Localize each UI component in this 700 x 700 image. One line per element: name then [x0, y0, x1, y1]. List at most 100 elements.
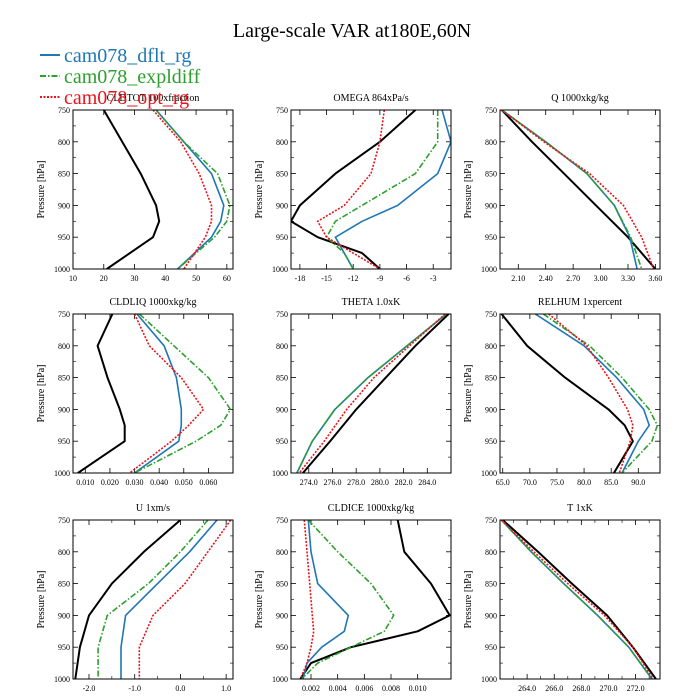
x-tick-label: 0.004 [329, 684, 347, 693]
control-line [74, 520, 182, 679]
y-tick-label: 950 [276, 643, 288, 652]
x-tick-label: 0.050 [175, 478, 193, 487]
control-line [500, 314, 634, 473]
plot-frame [72, 313, 234, 474]
opt-rg-line [298, 314, 446, 473]
y-tick-label: 950 [58, 643, 70, 652]
x-tick-label: 266.0 [545, 684, 563, 693]
panel-title: CLDICE 1000xkg/kg [328, 503, 414, 514]
y-tick-label: 750 [58, 516, 70, 525]
figure-title: Large-scale VAR at180E,60N [233, 20, 471, 42]
x-tick-label: 2.40 [539, 274, 553, 283]
expldiff-line [501, 110, 643, 269]
x-tick-label: 40 [161, 274, 169, 283]
y-tick-label: 750 [58, 310, 70, 319]
dflt-rg-line [334, 110, 451, 269]
y-tick-label: 950 [58, 233, 70, 242]
x-tick-label: 264.0 [518, 684, 536, 693]
y-tick-label: 900 [485, 611, 497, 620]
y-axis-label: Pressure [hPa] [36, 160, 47, 218]
y-tick-label: 900 [485, 201, 497, 210]
control-line [302, 314, 450, 473]
x-tick-label: 0.008 [382, 684, 400, 693]
x-tick-label: -2.0 [83, 684, 96, 693]
x-tick-label: 284.0 [418, 478, 436, 487]
control-line [502, 520, 657, 679]
y-tick-label: 950 [276, 437, 288, 446]
y-tick-label: 950 [485, 437, 497, 446]
x-tick-label: -3 [430, 274, 437, 283]
x-tick-label: -9 [377, 274, 384, 283]
series-group [299, 520, 451, 679]
chart-panel-9: T 1xK Pressure [hPa] 750 800 850 900 950 1000 26… [463, 503, 661, 693]
legend: cam078_dflt_rgcam078_expldiffcam078_opt_… [40, 45, 201, 109]
panel-title: CLDTOT 100xfraction [107, 93, 200, 104]
x-tick-label: 90.0 [631, 478, 645, 487]
chart-panel-5: THETA 1.0xK 750 800 850 900 950 1000 274.0 276.0… [272, 297, 452, 487]
panel-title: T 1xK [567, 503, 593, 514]
panel-title: Q 1000xkg/kg [551, 93, 609, 104]
expldiff-line [500, 520, 653, 679]
x-tick-label: 10 [69, 274, 77, 283]
control-line [299, 520, 451, 679]
opt-rg-line [548, 314, 634, 473]
y-tick-label: 1000 [272, 265, 288, 274]
x-tick-label: -12 [348, 274, 359, 283]
opt-rg-line [500, 520, 654, 679]
y-tick-label: 850 [58, 580, 70, 589]
chart-panel-7: U 1xm/s Pressure [hPa] 750 800 850 900 950 1000… [36, 503, 234, 693]
chart-panel-8: CLDICE 1000xkg/kg Pressure [hPa] 750 800 850… [254, 503, 452, 693]
opt-rg-line [129, 314, 205, 473]
expldiff-line [325, 110, 439, 269]
y-tick-label: 1000 [272, 675, 288, 684]
chart-panel-3: Q 1000xkg/kg Pressure [hPa] 750 800 850 900 95… [463, 93, 662, 283]
chart-panel-6: RELHUM 1xpercent Pressure [hPa] 750 800 850 9… [463, 297, 661, 487]
legend-label: cam078_dflt_rg [64, 45, 191, 67]
panel-title: U 1xm/s [136, 503, 170, 514]
dflt-rg-line [302, 520, 350, 679]
y-axis-label: Pressure [hPa] [463, 364, 474, 422]
plot-frame [499, 109, 661, 270]
x-tick-label: -15 [321, 274, 332, 283]
y-tick-label: 850 [58, 374, 70, 383]
chart-panels: CLDTOT 100xfraction Pressure [hPa] 750 800 8… [36, 93, 662, 693]
control-line [291, 110, 417, 269]
x-tick-label: 0.040 [150, 478, 168, 487]
y-tick-label: 800 [276, 138, 288, 147]
y-tick-label: 1000 [54, 675, 70, 684]
plot-frame [290, 519, 452, 680]
plot-frame [72, 109, 234, 270]
x-tick-label: 20 [100, 274, 108, 283]
x-tick-label: 270.0 [599, 684, 617, 693]
y-tick-label: 850 [276, 170, 288, 179]
x-tick-label: 0.002 [302, 684, 320, 693]
x-tick-label: 0.006 [355, 684, 373, 693]
expldiff-line [542, 314, 659, 473]
y-tick-label: 800 [485, 548, 497, 557]
y-tick-label: 750 [485, 516, 497, 525]
series-group [291, 110, 451, 269]
opt-rg-line [138, 520, 232, 679]
y-tick-label: 850 [485, 170, 497, 179]
x-tick-label: 75.0 [550, 478, 564, 487]
x-tick-label: 0.010 [409, 684, 427, 693]
expldiff-line [296, 314, 447, 473]
y-tick-label: 1000 [54, 265, 70, 274]
y-tick-label: 800 [58, 138, 70, 147]
opt-rg-line [316, 110, 386, 269]
y-tick-label: 900 [276, 201, 288, 210]
plot-frame [499, 519, 661, 680]
series-group [102, 110, 231, 269]
y-tick-label: 900 [58, 201, 70, 210]
expldiff-line [134, 314, 232, 473]
y-tick-label: 750 [276, 106, 288, 115]
y-tick-label: 900 [485, 405, 497, 414]
series-group [77, 314, 232, 473]
dflt-rg-line [500, 520, 653, 679]
chart-panel-2: OMEGA 864xPa/s Pressure [hPa] 750 800 850 900… [254, 93, 452, 283]
x-tick-label: 60 [223, 274, 231, 283]
y-tick-label: 1000 [481, 675, 497, 684]
y-tick-label: 800 [485, 138, 497, 147]
dflt-rg-line [501, 110, 638, 269]
x-tick-label: 0.020 [101, 478, 119, 487]
